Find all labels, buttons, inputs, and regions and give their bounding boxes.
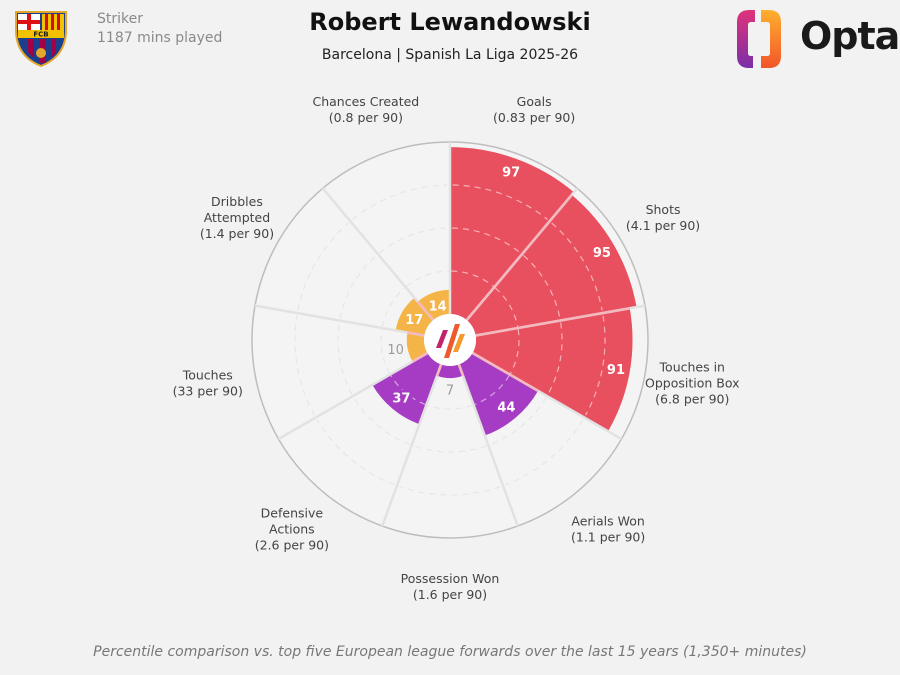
divider	[457, 364, 519, 527]
center-logo-icon	[453, 334, 465, 352]
value-label: 10	[387, 343, 404, 358]
value-label: 37	[392, 391, 410, 406]
bar-gridline	[451, 227, 521, 254]
divider	[321, 187, 435, 321]
value-label: 17	[405, 313, 423, 328]
bar-gridline	[547, 322, 563, 395]
bar-2	[472, 308, 633, 432]
opta-logo	[737, 10, 781, 68]
category-label: (0.8 per 90)	[329, 110, 403, 125]
category-label: (6.8 per 90)	[655, 392, 729, 407]
page-title: Robert Lewandowski	[309, 8, 591, 36]
minutes-played: 1187 mins played	[97, 30, 223, 46]
bar-gridline	[451, 270, 494, 287]
gridline-75	[316, 419, 395, 486]
player-meta: Striker 1187 mins played	[97, 10, 222, 48]
gridline-25	[427, 404, 473, 410]
category-label: (1.6 per 90)	[413, 587, 487, 602]
category-label: Possession Won	[401, 571, 500, 586]
bar-gridline	[551, 222, 603, 311]
bar-gridline	[585, 315, 606, 416]
bar-3	[458, 353, 539, 436]
player-position: Striker	[97, 11, 143, 27]
category-label: Opposition Box	[645, 376, 740, 391]
category-label: (33 per 90)	[173, 384, 243, 399]
gridline-25	[381, 287, 406, 327]
value-label: 44	[497, 401, 515, 416]
value-badge	[604, 361, 627, 378]
category-label: Goals	[517, 94, 552, 109]
bar-4	[436, 364, 464, 379]
value-label: 95	[593, 246, 611, 261]
crest-lettering: FCB	[33, 31, 48, 39]
divider	[254, 304, 425, 337]
gridline-50	[337, 322, 353, 395]
value-badge	[390, 389, 413, 406]
gridline-75	[399, 485, 501, 496]
category-label: (1.4 per 90)	[200, 226, 274, 241]
center-logo-icon	[436, 330, 448, 348]
gridline-50	[413, 445, 487, 453]
value-label: 14	[429, 300, 447, 315]
bar-divider	[475, 307, 630, 337]
category-label: Chances Created	[312, 94, 419, 109]
gridline-75	[294, 315, 315, 416]
gridline-50	[489, 397, 547, 446]
divider	[381, 364, 443, 527]
bar-1	[466, 194, 637, 336]
bar-gridline	[494, 287, 519, 327]
category-label: Aerials Won	[571, 513, 644, 528]
bar-divider	[416, 300, 435, 321]
gridline-50	[353, 397, 411, 446]
bar-gridline	[523, 255, 561, 319]
divider	[277, 351, 429, 441]
value-label: 7	[446, 384, 454, 399]
gridline-50	[339, 255, 377, 319]
value-label: 97	[502, 165, 520, 180]
value-badge	[500, 163, 523, 180]
bar-divider	[471, 351, 539, 392]
bar-0	[450, 147, 574, 321]
category-label: Attempted	[204, 210, 270, 225]
opta-wordmark: Opta	[800, 14, 900, 58]
gridline-50	[379, 227, 449, 254]
bar-divider	[457, 364, 465, 377]
category-label: (0.83 per 90)	[493, 110, 575, 125]
category-label: (4.1 per 90)	[626, 218, 700, 233]
center-logo-icon	[444, 324, 460, 358]
bar-divider	[435, 364, 443, 377]
gridline-75	[297, 222, 349, 311]
value-badge	[426, 298, 449, 315]
category-label: Defensive	[261, 505, 324, 520]
category-label: Touches in	[659, 360, 725, 375]
gridline-25	[406, 270, 449, 287]
bar-5	[372, 353, 442, 425]
bar-gridline	[452, 184, 548, 221]
bar-divider	[465, 194, 573, 321]
bar-divider	[407, 331, 425, 337]
gridline-75	[505, 419, 584, 486]
category-label: Touches	[182, 368, 233, 383]
category-label: (2.6 per 90)	[255, 537, 329, 552]
category-label: (1.1 per 90)	[571, 529, 645, 544]
category-label: Shots	[646, 202, 681, 217]
value-badge	[403, 311, 426, 328]
bar-gridline	[509, 329, 520, 374]
bar-6	[406, 332, 428, 362]
category-label: Dribbles	[211, 194, 263, 209]
value-label: 91	[607, 363, 625, 378]
value-badge	[495, 399, 518, 416]
footnote: Percentile comparison vs. top five Europ…	[93, 644, 807, 660]
value-badge	[590, 244, 613, 261]
bar-divider	[411, 351, 429, 363]
barcelona-crest: FCB	[15, 11, 67, 68]
page-subtitle: Barcelona | Spanish La Liga 2025-26	[321, 47, 579, 63]
category-label: Actions	[269, 521, 315, 536]
gridline-75	[352, 184, 448, 221]
gridline-25	[380, 329, 391, 374]
bar-gridline	[474, 375, 510, 405]
